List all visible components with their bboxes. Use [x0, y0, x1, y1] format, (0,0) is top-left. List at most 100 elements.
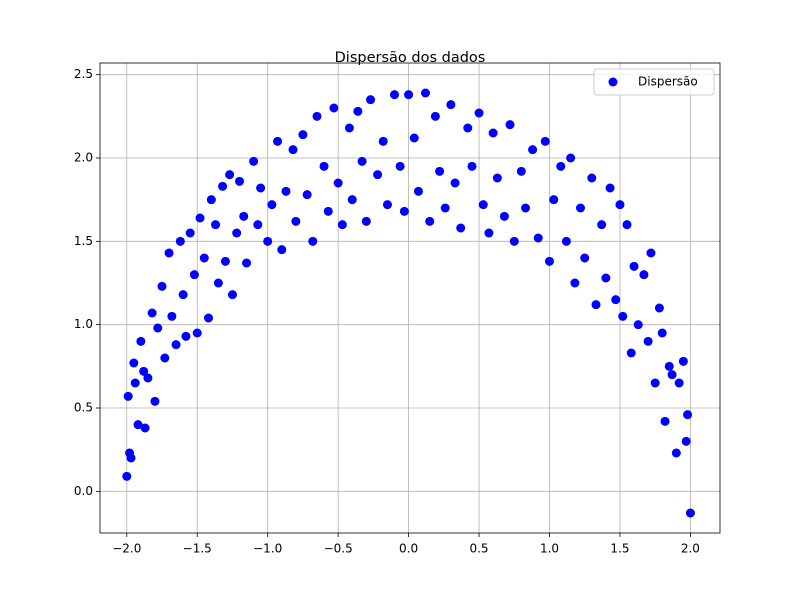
point — [685, 508, 695, 518]
point — [561, 236, 571, 246]
point — [167, 311, 177, 321]
x-tick-label: 1.0 — [540, 542, 559, 556]
point — [204, 313, 213, 323]
point — [488, 128, 498, 138]
point — [353, 106, 363, 116]
point — [382, 200, 392, 210]
point — [130, 378, 140, 388]
point — [171, 340, 181, 350]
point — [181, 331, 191, 341]
point — [337, 220, 347, 230]
y-tick-label: 2.5 — [74, 67, 93, 81]
point — [366, 95, 376, 105]
point — [361, 216, 371, 226]
point — [657, 328, 667, 338]
point — [601, 273, 611, 283]
point — [153, 323, 163, 333]
point — [263, 236, 273, 246]
legend: Dispersão — [593, 68, 715, 96]
point — [660, 416, 670, 426]
points — [122, 88, 695, 518]
point — [218, 181, 228, 191]
point — [499, 211, 509, 221]
point — [587, 173, 597, 183]
x-tick-label: 1.5 — [610, 542, 629, 556]
point — [549, 195, 559, 205]
point — [425, 216, 435, 226]
point — [126, 453, 136, 463]
point — [440, 203, 450, 213]
point — [413, 186, 423, 196]
point — [136, 336, 146, 346]
point — [467, 161, 477, 171]
point — [178, 290, 188, 300]
point — [344, 123, 354, 133]
point — [288, 145, 298, 155]
point — [329, 103, 339, 113]
legend-label: Dispersão — [638, 75, 698, 89]
point — [646, 248, 656, 258]
point — [267, 200, 277, 210]
point — [225, 170, 235, 180]
point — [674, 378, 684, 388]
point — [185, 228, 195, 238]
point — [239, 211, 249, 221]
point — [533, 233, 543, 243]
point — [123, 391, 133, 401]
x-tick-label: −1.0 — [253, 542, 282, 556]
point — [639, 270, 649, 280]
point — [622, 220, 632, 230]
point — [605, 183, 615, 193]
point — [390, 90, 399, 100]
point — [484, 228, 494, 238]
point — [597, 220, 607, 230]
chart-title: Dispersão dos dados — [335, 50, 486, 66]
y-tick-label: 0.5 — [74, 401, 93, 415]
point — [521, 203, 531, 213]
point — [129, 358, 139, 368]
point — [450, 178, 460, 188]
point — [133, 420, 143, 430]
point — [150, 396, 160, 406]
point — [580, 253, 590, 263]
point — [140, 423, 150, 433]
point — [664, 361, 674, 371]
point — [333, 178, 343, 188]
point — [373, 170, 383, 180]
point — [633, 320, 643, 330]
point — [281, 186, 291, 196]
point — [192, 328, 202, 338]
legend-marker — [608, 77, 618, 87]
point — [220, 256, 230, 266]
legend-box — [593, 68, 715, 96]
point — [478, 200, 488, 210]
point — [189, 270, 199, 280]
point — [667, 370, 677, 380]
axes-frame — [99, 62, 721, 534]
point — [545, 256, 554, 266]
point — [683, 410, 693, 420]
point — [160, 353, 170, 363]
x-tick-label: −1.5 — [183, 542, 212, 556]
point — [446, 100, 456, 110]
point — [253, 220, 263, 230]
point — [654, 303, 664, 313]
point — [492, 173, 502, 183]
point — [540, 136, 550, 146]
point — [277, 245, 287, 255]
point — [615, 200, 625, 210]
grid — [100, 63, 720, 533]
point — [298, 130, 308, 140]
point — [399, 206, 409, 216]
point — [232, 228, 242, 238]
point — [242, 258, 252, 268]
point — [681, 436, 691, 446]
point — [671, 448, 681, 458]
point — [235, 176, 244, 186]
point — [528, 145, 538, 155]
point — [312, 111, 322, 121]
point — [273, 136, 283, 146]
point — [147, 308, 157, 318]
point — [678, 356, 688, 366]
